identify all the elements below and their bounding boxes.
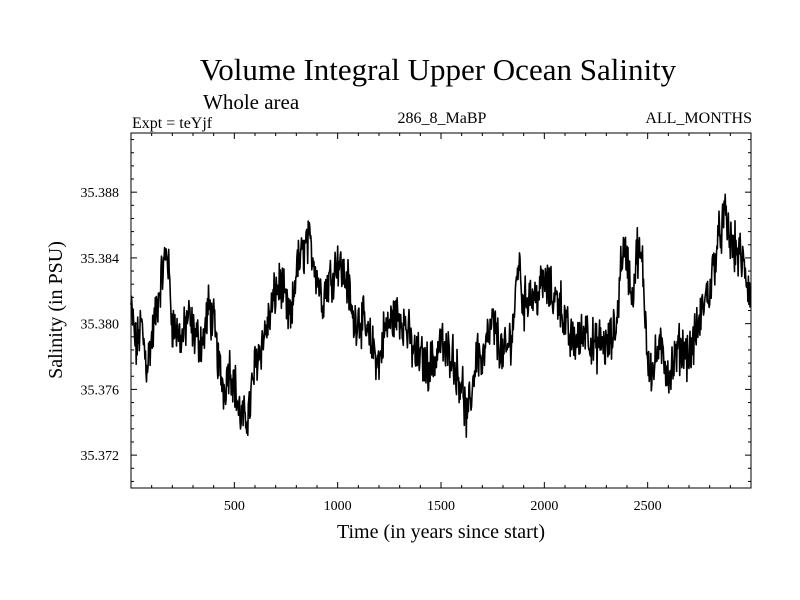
y-tick-label: 35.380: [81, 318, 120, 333]
x-tick-label: 1500: [427, 499, 455, 514]
chart-title: Volume Integral Upper Ocean Salinity: [199, 52, 677, 87]
y-tick-label: 35.384: [81, 252, 120, 267]
x-tick-label: 2000: [530, 499, 558, 514]
y-tick-label: 35.376: [81, 383, 120, 398]
x-tick-label: 1000: [324, 499, 352, 514]
plot-frame: [130, 132, 752, 489]
x-axis-title: Time (in years since start): [337, 521, 545, 543]
y-axis: 35.372 35.376 35.380 35.384 35.388: [81, 139, 751, 482]
x-tick-label: 2500: [634, 499, 662, 514]
y-tick-label: 35.372: [81, 449, 120, 464]
y-tick-label: 35.388: [81, 186, 120, 201]
experiment-label: Expt = teYjf: [132, 115, 213, 132]
salinity-series-line: [130, 193, 752, 438]
x-axis: 500 1000 1500 2000 2500: [151, 133, 731, 514]
months-label: ALL_MONTHS: [645, 110, 752, 127]
x-tick-label: 500: [224, 499, 245, 514]
chart-subtitle: Whole area: [203, 90, 300, 114]
run-label: 286_8_MaBP: [397, 110, 487, 127]
y-axis-title: Salinity (in PSU): [45, 241, 67, 379]
